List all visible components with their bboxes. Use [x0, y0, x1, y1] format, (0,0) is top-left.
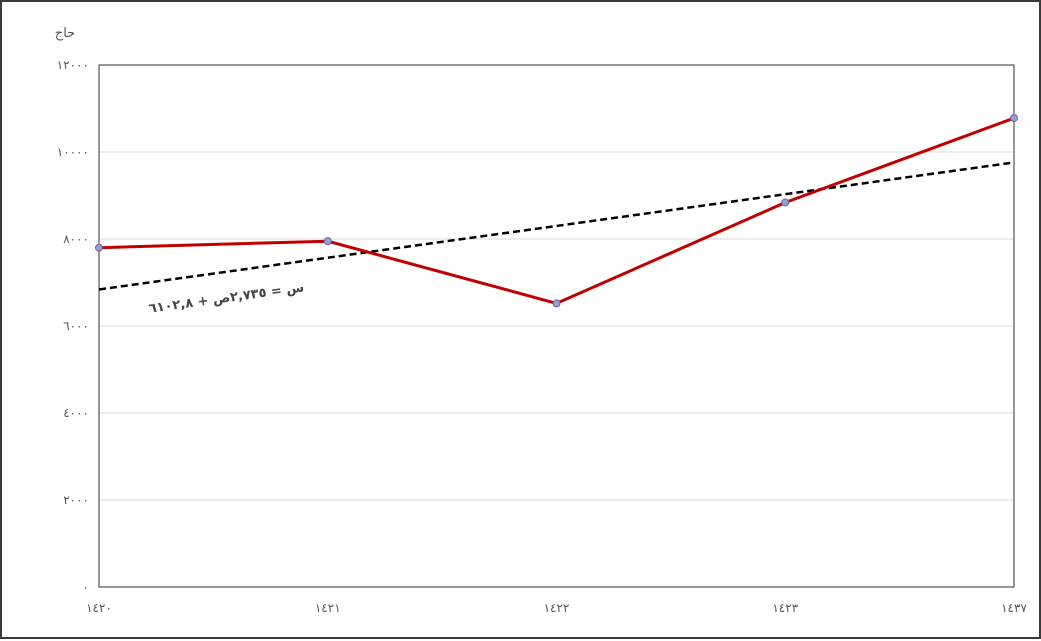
series-line [97, 116, 1016, 305]
data-point [552, 299, 561, 308]
trendline-group: س = ٢,٧٣٥ص + ٦١٠٢,٨ [98, 161, 1015, 317]
y-axis-ticks: ٠ ٢٠٠٠ ٤٠٠٠ ٦٠٠٠ ٨٠٠٠ ١٠٠٠٠ ١٢٠٠٠ [57, 58, 89, 594]
data-point [95, 243, 103, 252]
x-tick-label: ١٤٢٣ [772, 601, 798, 615]
y-tick-label: ٤٠٠٠ [63, 406, 89, 420]
trendline [98, 161, 1015, 291]
y-tick-label: ١٢٠٠٠ [57, 58, 89, 72]
y-axis-title: حاج [55, 26, 75, 41]
plot-area [98, 64, 1015, 588]
x-tick-label: ١٤٢٠ [86, 601, 112, 615]
data-point [1010, 114, 1018, 123]
x-axis-ticks: ١٤٢٠ ١٤٢١ ١٤٢٢ ١٤٢٣ ١٤٣٧ [86, 601, 1027, 615]
x-tick-label: ١٤٣٧ [1001, 601, 1027, 615]
data-point [323, 237, 332, 246]
x-tick-label: ١٤٢٢ [544, 601, 570, 615]
x-tick-label: ١٤٢١ [315, 601, 341, 615]
y-tick-label: ٢٠٠٠ [63, 493, 89, 507]
y-tick-label: ٨٠٠٠ [63, 232, 89, 246]
series-group [95, 114, 1018, 308]
trendline-equation: س = ٢,٧٣٥ص + ٦١٠٢,٨ [148, 280, 305, 316]
y-tick-label: ٦٠٠٠ [63, 319, 89, 333]
y-tick-label: ١٠٠٠٠ [57, 145, 89, 159]
data-point [781, 198, 790, 207]
y-tick-label: ٠ [83, 580, 89, 594]
gridlines [99, 151, 1014, 501]
